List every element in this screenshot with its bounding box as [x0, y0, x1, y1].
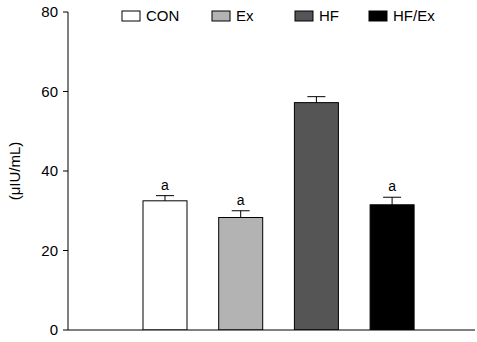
y-tick-label: 20	[41, 242, 58, 259]
y-tick-label: 40	[41, 162, 58, 179]
annotation: a	[161, 177, 169, 193]
error-stem	[316, 97, 317, 103]
bar	[143, 201, 187, 330]
bar	[219, 218, 263, 330]
error-bar	[156, 196, 174, 201]
error-cap	[383, 197, 401, 198]
y-tick	[63, 91, 68, 92]
annotation: a	[237, 192, 245, 208]
error-cap	[232, 210, 250, 211]
chart-svg: a a a 0 20 40 60 80 (μIU/mL) CON Ex HF HF/Ex	[0, 0, 477, 342]
y-axis-label: (μIU/mL)	[6, 142, 23, 201]
y-tick	[63, 250, 68, 251]
error-stem	[392, 197, 393, 205]
x-axis-line	[68, 330, 475, 331]
legend-swatch	[369, 11, 387, 21]
bars	[143, 97, 414, 330]
legend-swatch	[295, 11, 313, 21]
y-tick-label: 60	[41, 83, 58, 100]
error-cap	[156, 195, 174, 196]
annotation: a	[388, 178, 396, 194]
error-bar	[383, 197, 401, 205]
error-cap	[307, 96, 325, 97]
bar	[370, 205, 414, 330]
legend-label: CON	[146, 7, 179, 24]
legend-label: HF	[319, 7, 339, 24]
error-bar	[307, 97, 325, 103]
y-tick	[63, 12, 68, 13]
chart-root: a a a 0 20 40 60 80 (μIU/mL) CON Ex HF HF/Ex	[0, 0, 477, 342]
y-tick	[63, 171, 68, 172]
y-tick-label: 0	[50, 321, 58, 338]
bar	[294, 103, 338, 330]
legend-swatch	[212, 11, 230, 21]
legend-swatch	[122, 11, 140, 21]
y-tick-label: 80	[41, 3, 58, 20]
error-stem	[165, 196, 166, 201]
error-bar	[232, 211, 250, 218]
y-tick	[63, 330, 68, 331]
legend-label: Ex	[236, 7, 254, 24]
legend-label: HF/Ex	[393, 7, 435, 24]
legend: CON Ex HF HF/Ex	[122, 7, 435, 24]
error-stem	[240, 211, 241, 218]
